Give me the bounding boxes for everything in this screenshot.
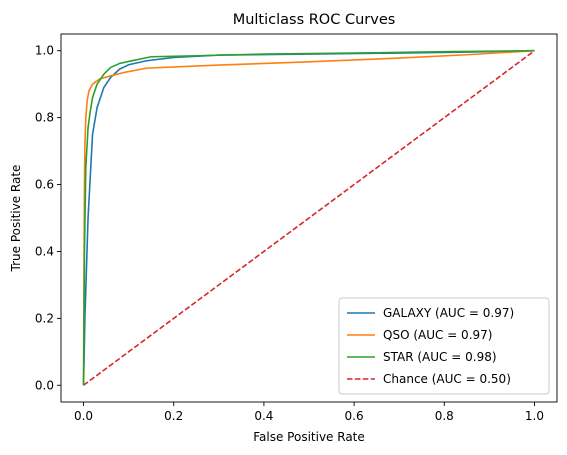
y-tick-label: 0.0: [35, 378, 54, 392]
x-tick-label: 0.4: [254, 409, 273, 423]
x-axis-label: False Positive Rate: [253, 430, 365, 444]
legend-entry: Chance (AUC = 0.50): [383, 372, 511, 386]
plot-frame: [60, 33, 558, 403]
y-axis-label: True Positive Rate: [9, 165, 23, 273]
x-tick-label: 0.6: [345, 409, 364, 423]
y-tick-label: 0.6: [35, 178, 54, 192]
legend-entry: STAR (AUC = 0.98): [383, 350, 497, 364]
series-line-2: [82, 49, 535, 386]
legend-entry: QSO (AUC = 0.97): [383, 328, 492, 342]
series-line-1: [82, 49, 535, 386]
plot-area: [82, 49, 535, 386]
x-tick-label: 0.2: [164, 409, 183, 423]
y-tick-label: 0.8: [35, 111, 54, 125]
axis-ticks: 0.0 0.2 0.4 0.6 0.8 1.0 0.0 0.2 0.4 0.6 0.8 1.0: [35, 44, 544, 423]
y-tick-label: 1.0: [35, 44, 54, 58]
y-tick-label: 0.2: [35, 311, 54, 325]
legend-entry: GALAXY (AUC = 0.97): [383, 306, 514, 320]
y-tick-label: 0.4: [35, 244, 54, 258]
x-tick-label: 1.0: [525, 409, 544, 423]
series-line-3: [83, 50, 535, 386]
x-tick-label: 0.8: [435, 409, 454, 423]
x-tick-label: 0.0: [74, 409, 93, 423]
legend: GALAXY (AUC = 0.97) QSO (AUC = 0.97) STAR …: [338, 297, 550, 395]
legend-box: [338, 297, 550, 395]
chart-title: Multiclass ROC Curves: [233, 12, 396, 28]
